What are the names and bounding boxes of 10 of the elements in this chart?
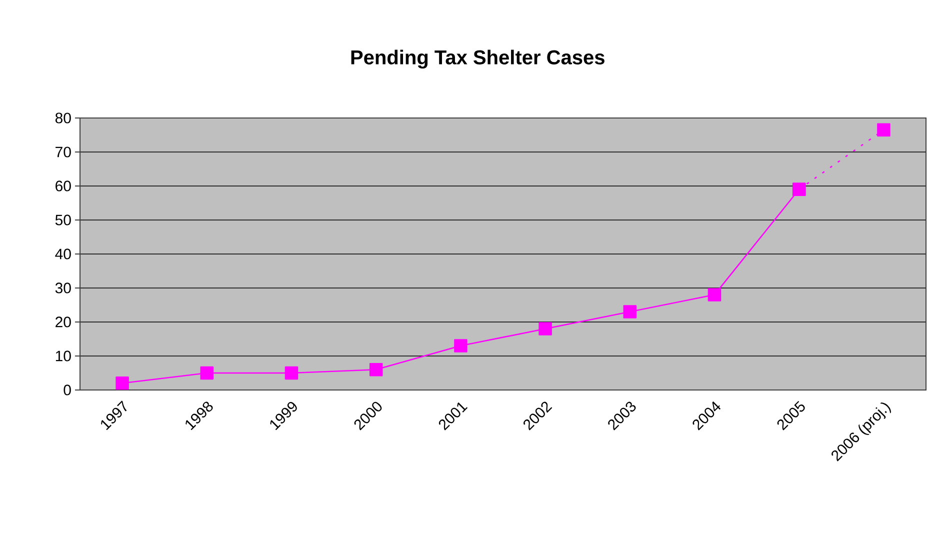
y-tick-label: 0 bbox=[64, 384, 71, 396]
y-tick-label: 10 bbox=[56, 350, 71, 362]
y-tick-label: 40 bbox=[55, 248, 71, 260]
y-tick-label: 70 bbox=[56, 146, 71, 158]
y-tick-label: 30 bbox=[55, 282, 71, 294]
y-tick-label: 80 bbox=[55, 112, 71, 124]
chart-title: Pending Tax Shelter Cases bbox=[351, 50, 604, 68]
y-tick-label: 50 bbox=[55, 214, 71, 226]
y-tick-label: 20 bbox=[56, 316, 71, 328]
y-tick-label: 60 bbox=[56, 180, 71, 192]
